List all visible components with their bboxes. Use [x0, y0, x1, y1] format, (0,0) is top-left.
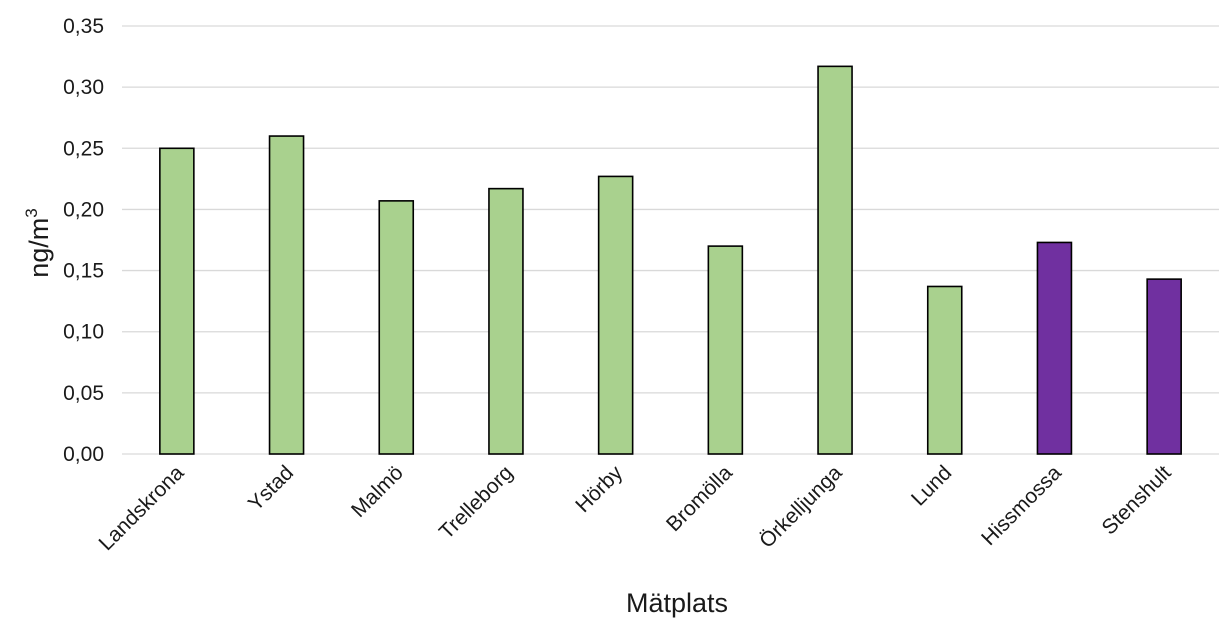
bar — [378, 200, 415, 455]
y-tick-label: 0,15 — [63, 260, 104, 283]
bar — [268, 135, 305, 455]
y-axis-title-superscript: 3 — [22, 208, 41, 217]
y-tick-label: 0,20 — [63, 198, 104, 221]
x-tick-label: Trelleborg — [435, 461, 518, 544]
bar — [159, 147, 195, 455]
bars — [159, 65, 1182, 455]
x-tick-label: Hörby — [571, 461, 627, 517]
y-tick-label: 0,35 — [63, 15, 104, 38]
x-tick-label: Örkelljunga — [755, 461, 847, 553]
x-axis-title: Mätplats — [626, 588, 728, 618]
y-axis-title-base: ng/m — [24, 218, 54, 278]
y-axis-tick-labels: 0,00 0,05 0,10 0,15 0,20 0,25 0,30 0,35 — [63, 15, 104, 466]
bar — [1036, 241, 1073, 455]
y-tick-label: 0,25 — [63, 137, 104, 160]
y-axis-title: ng/m3 — [22, 208, 54, 278]
bar — [1146, 278, 1182, 455]
bar — [926, 285, 963, 455]
x-tick-label: Malmö — [347, 461, 408, 522]
bar — [817, 65, 853, 455]
x-tick-label: Stenshult — [1098, 461, 1176, 539]
x-tick-label: Lund — [907, 461, 956, 510]
bar — [488, 187, 524, 455]
bar — [707, 245, 744, 455]
x-tick-label: Bromölla — [662, 461, 737, 536]
y-tick-label: 0,00 — [63, 443, 104, 466]
gridlines — [122, 25, 1219, 455]
y-tick-label: 0,30 — [63, 76, 104, 99]
y-tick-label: 0,05 — [63, 382, 104, 405]
y-tick-label: 0,10 — [63, 321, 104, 344]
x-tick-label: Ystad — [244, 461, 298, 515]
bar — [597, 175, 634, 455]
x-tick-label: Landskrona — [95, 461, 189, 555]
x-axis-tick-labels: Landskrona Ystad Malmö Trelleborg Hörby Bromö… — [95, 461, 1176, 555]
x-tick-label: Hissmossa — [977, 461, 1066, 550]
